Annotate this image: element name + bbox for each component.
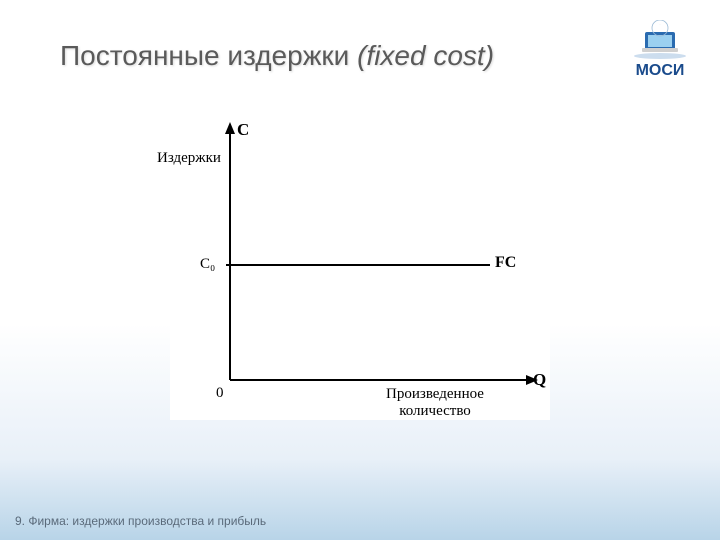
x-axis-title-line2: количество <box>399 403 471 419</box>
x-axis-title-line1: Произведенное <box>386 386 484 402</box>
series-label: FC <box>495 254 516 272</box>
title-text-en: (fixed cost) <box>357 40 494 71</box>
x-axis-right-label: Q <box>533 370 546 390</box>
y-tick-label: C₀ <box>200 256 215 273</box>
origin-label: 0 <box>216 385 224 402</box>
y-axis-arrow-icon <box>225 122 235 134</box>
logo-text: МОСИ <box>630 62 690 80</box>
slide-title: Постоянные издержки (fixed cost) <box>60 40 494 72</box>
footer-text: 9. Фирма: издержки производства и прибыл… <box>15 514 266 528</box>
slide: Постоянные издержки (fixed cost) · МОСИ … <box>0 0 720 540</box>
logo: · МОСИ <box>630 20 690 80</box>
x-axis-title: Произведенное количество <box>350 386 520 420</box>
fixed-cost-chart: C Издержки C₀ FC 0 Q Произведенное колич… <box>170 110 550 420</box>
chart-svg <box>170 110 550 420</box>
y-axis-title: Издержки <box>157 150 221 167</box>
logo-icon: · <box>630 20 690 60</box>
title-text-ru: Постоянные издержки <box>60 40 349 71</box>
y-axis-top-label: C <box>237 120 249 140</box>
svg-text:·: · <box>660 22 661 26</box>
